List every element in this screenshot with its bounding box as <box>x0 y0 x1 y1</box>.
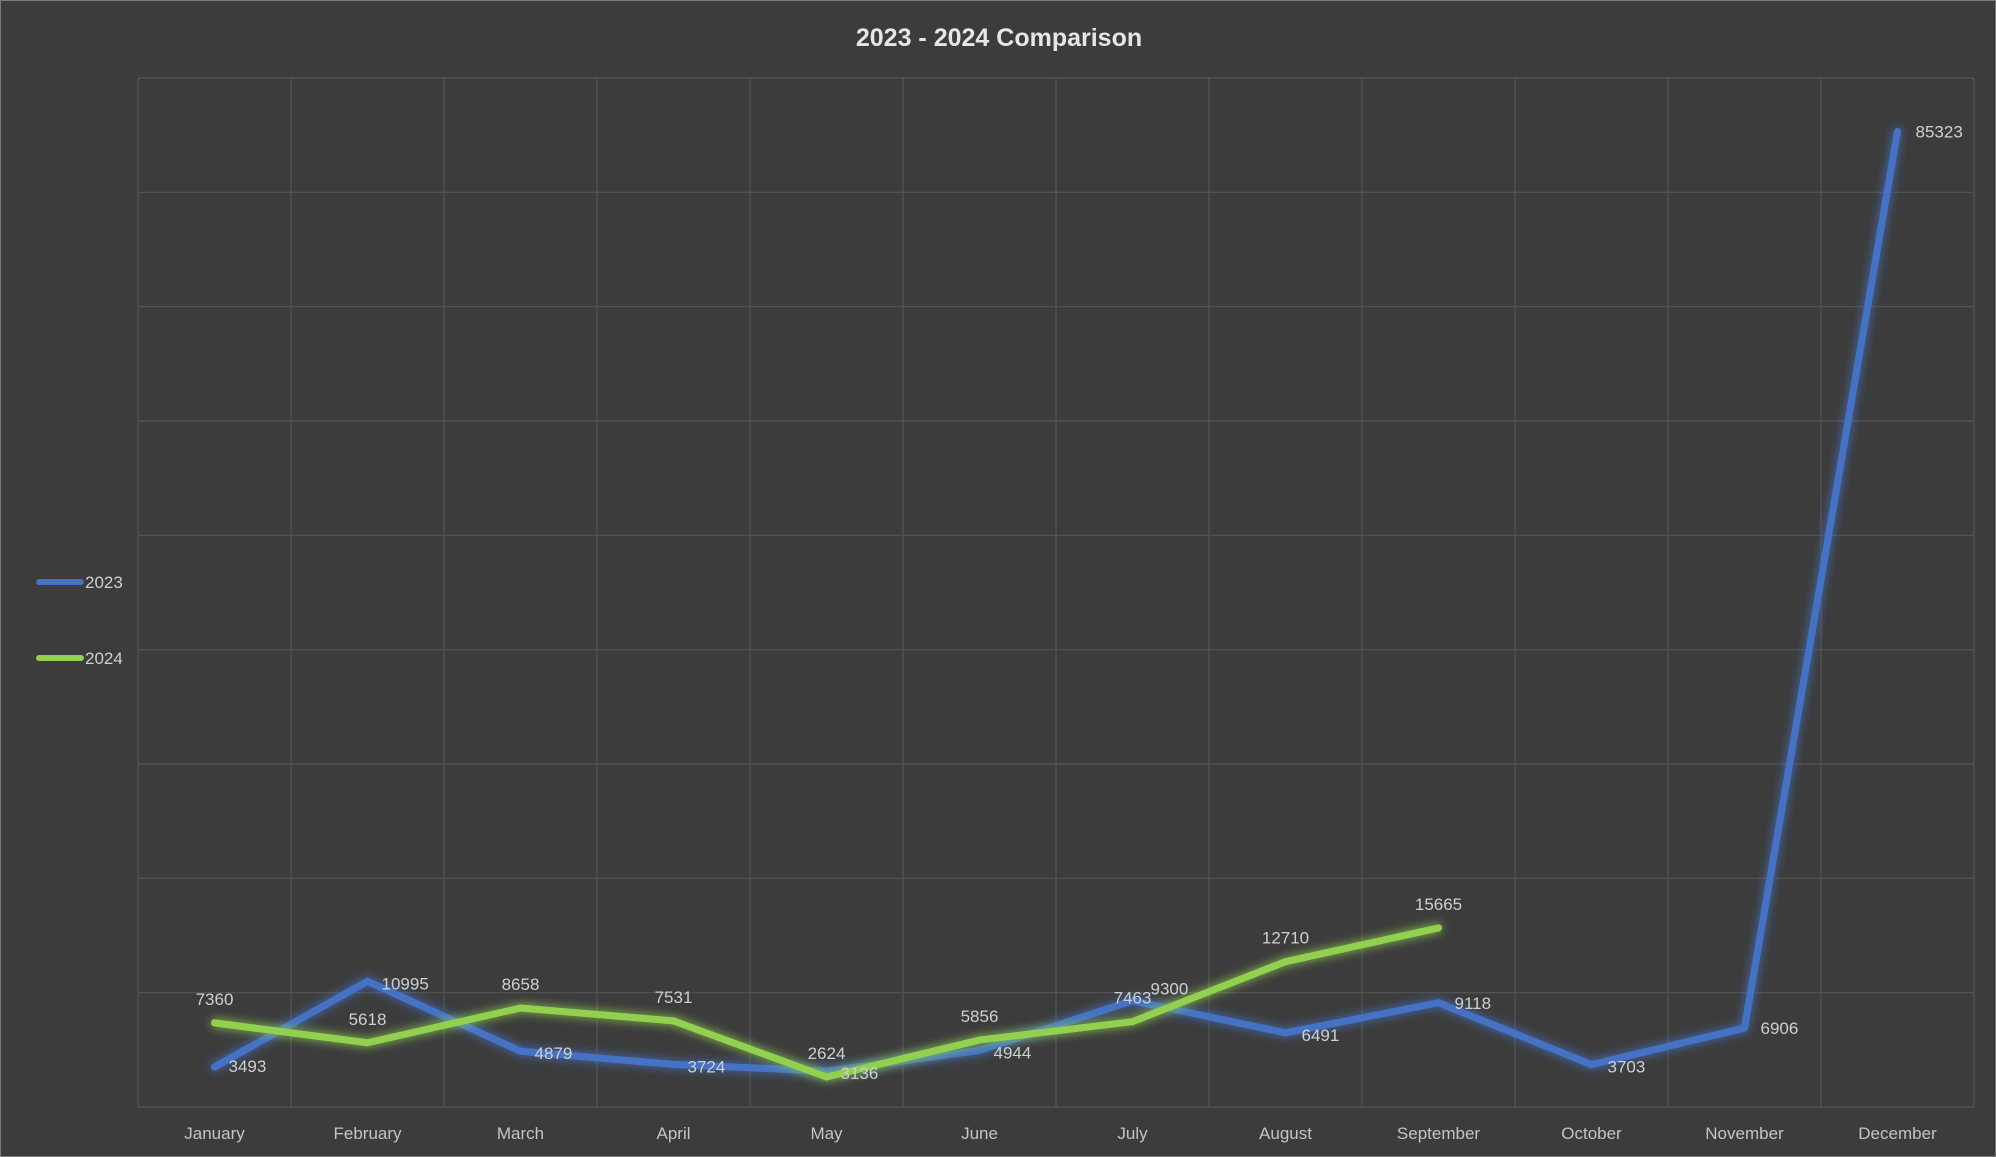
data-point-2024 <box>1282 958 1289 966</box>
data-label-2024: 12710 <box>1262 929 1309 948</box>
x-tick-label: August <box>1259 1124 1312 1143</box>
x-tick-label: April <box>656 1124 690 1143</box>
data-label-2023: 3493 <box>229 1057 267 1076</box>
x-tick-label: November <box>1705 1124 1784 1143</box>
data-point-2024 <box>517 1004 524 1012</box>
data-label-2023: 3703 <box>1608 1058 1646 1077</box>
data-label-2024: 15665 <box>1415 895 1462 914</box>
x-tick-label: February <box>333 1124 402 1143</box>
x-tick-label: December <box>1858 1124 1937 1143</box>
data-label-2023: 9300 <box>1151 980 1189 999</box>
data-point-2023 <box>1894 127 1901 135</box>
data-label-2023: 10995 <box>382 974 429 993</box>
series-line-2023 <box>211 127 1901 1075</box>
x-tick-label: July <box>1117 1124 1148 1143</box>
x-tick-label: September <box>1397 1124 1480 1143</box>
data-label-2024: 8658 <box>502 975 540 994</box>
legend-label-2023: 2023 <box>85 573 123 592</box>
data-label-2023: 3724 <box>688 1057 726 1076</box>
data-point-2024 <box>976 1036 983 1044</box>
x-tick-label: March <box>497 1124 544 1143</box>
data-point-2024 <box>1435 924 1442 932</box>
data-label-2024: 7531 <box>655 988 693 1007</box>
data-point-2023 <box>1741 1024 1748 1032</box>
data-point-2024 <box>364 1039 371 1047</box>
x-tick-label: January <box>184 1124 245 1143</box>
grid <box>137 77 1975 1108</box>
data-point-2023 <box>1282 1029 1289 1037</box>
data-label-2024: 7360 <box>196 990 234 1009</box>
chart-title: 2023 - 2024 Comparison <box>856 24 1142 52</box>
data-label-2023: 85323 <box>1916 122 1963 141</box>
legend-label-2024: 2024 <box>85 649 123 668</box>
data-point-2023 <box>1435 999 1442 1007</box>
data-point-2023 <box>211 1063 218 1071</box>
x-tick-label: May <box>810 1124 843 1143</box>
data-point-2024 <box>670 1017 677 1025</box>
data-label-2024: 5856 <box>961 1007 999 1026</box>
data-label-2024: 2624 <box>808 1044 846 1063</box>
legend: 2023 2024 <box>36 573 123 668</box>
x-axis-ticks: January February March April May June July Augu… <box>184 1124 1937 1143</box>
series-lines <box>211 127 1901 1081</box>
x-tick-label: June <box>961 1124 998 1143</box>
data-label-2024: 7463 <box>1114 989 1152 1008</box>
data-label-2023: 3136 <box>841 1064 879 1083</box>
data-label-2023: 6491 <box>1302 1026 1340 1045</box>
data-point-2024 <box>823 1073 830 1081</box>
x-tick-label: October <box>1561 1124 1622 1143</box>
data-label-2023: 4944 <box>994 1043 1032 1062</box>
data-point-2023 <box>670 1060 677 1068</box>
data-point-2023 <box>1129 997 1136 1005</box>
data-point-2023 <box>364 977 371 985</box>
data-label-2023: 9118 <box>1455 994 1492 1013</box>
data-labels: 3493 10995 4879 3724 3136 4944 9300 6491 9118 370… <box>196 122 1963 1083</box>
data-point-2023 <box>1588 1061 1595 1069</box>
data-point-2024 <box>211 1019 218 1027</box>
data-point-2023 <box>517 1047 524 1055</box>
data-point-2023 <box>976 1046 983 1054</box>
data-label-2024: 5618 <box>349 1010 387 1029</box>
data-point-2024 <box>1129 1018 1136 1026</box>
data-label-2023: 4879 <box>535 1044 573 1063</box>
data-label-2023: 6906 <box>1761 1019 1799 1038</box>
